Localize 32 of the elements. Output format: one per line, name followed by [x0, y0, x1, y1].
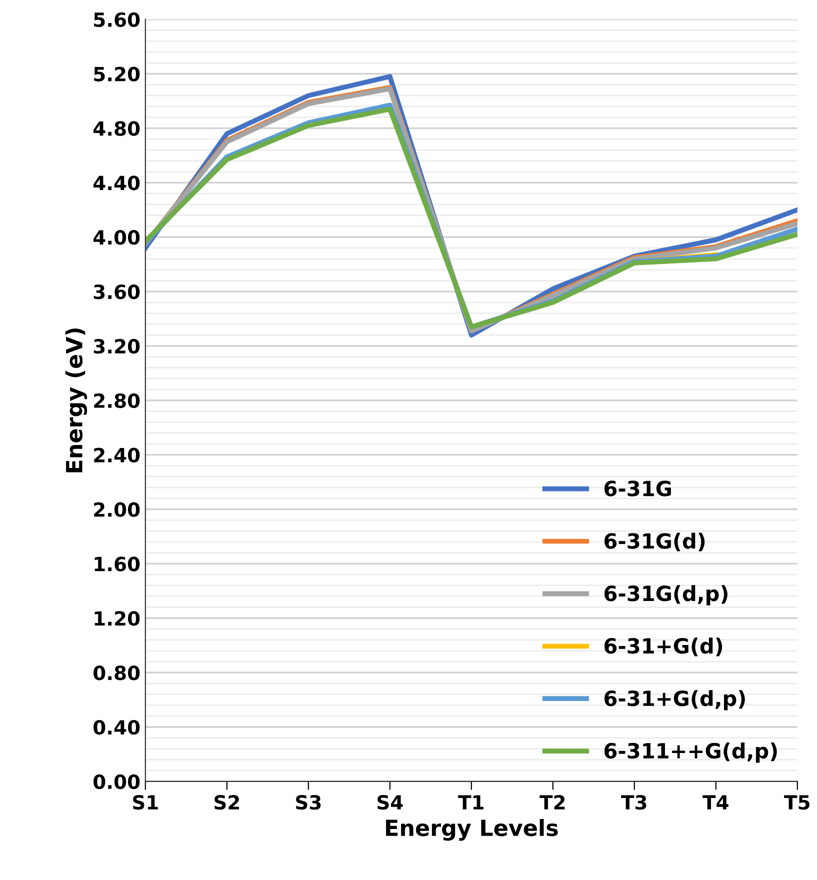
legend-label: 6-31+G(d,p): [604, 690, 745, 710]
x-tick-label: T5: [784, 795, 810, 810]
legend-label: 6-31+G(d): [604, 638, 722, 656]
y-tick-label: 3.20: [94, 338, 140, 354]
x-axis-title: Energy Levels: [386, 819, 558, 841]
y-tick-label: 4.80: [93, 121, 140, 136]
y-axis-title: Energy (eV): [65, 328, 88, 472]
y-tick-label: 5.60: [94, 12, 140, 28]
y-tick-label: 0.00: [94, 774, 140, 790]
x-tick-label: T1: [458, 795, 484, 810]
legend-label: 6-311++G(d,p): [604, 742, 777, 763]
legend-label: 6-31G: [604, 480, 671, 496]
y-tick-label: 4.00: [93, 230, 140, 245]
legend-label: 6-31G(d,p): [604, 585, 728, 606]
y-tick-label: 2.00: [94, 502, 140, 517]
y-tick-label: 1.60: [94, 556, 140, 572]
y-tick-label: 1.20: [94, 611, 140, 626]
y-tick-label: 0.40: [94, 720, 140, 735]
x-tick-label: T2: [540, 794, 565, 810]
y-tick-label: 5.20: [94, 66, 140, 82]
x-tick-label: T3: [621, 794, 646, 810]
y-tick-label: 2.40: [94, 448, 140, 462]
y-tick-label: 2.80: [94, 393, 140, 408]
x-tick-label: T4: [702, 795, 728, 810]
y-tick-label: 0.80: [94, 666, 140, 680]
x-tick-label: S1: [133, 794, 158, 810]
x-tick-label: S2: [214, 794, 239, 810]
y-tick-label: 3.60: [94, 284, 140, 300]
x-tick-label: S4: [378, 794, 403, 810]
x-tick-label: S3: [296, 794, 321, 810]
y-tick-label: 4.40: [93, 176, 140, 190]
legend-label: 6-31G(d): [604, 532, 705, 552]
